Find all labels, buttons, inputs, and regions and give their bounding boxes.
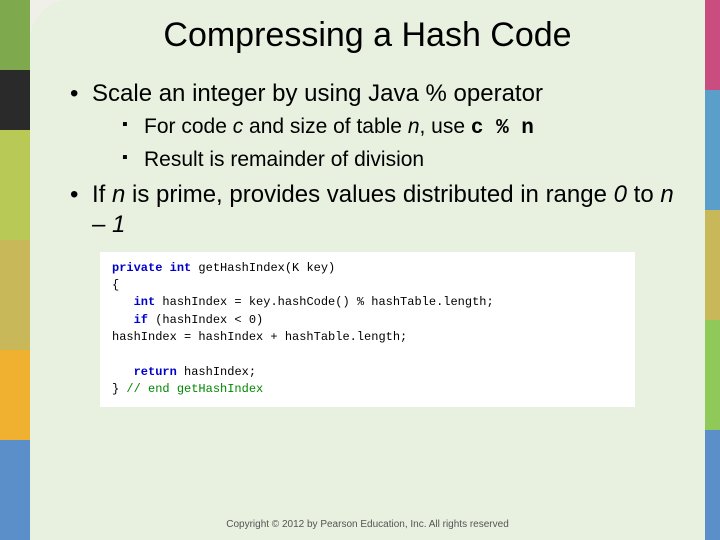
b2-n2: n [660,181,673,208]
l7-brace: } [112,382,126,396]
bullet-1-sublist: For code c and size of table n, use c % … [92,113,675,174]
code-line-7: } // end getHashIndex [112,381,623,398]
b2-n1: n [112,181,125,208]
kw-int2: int [134,295,156,309]
kw-if: if [134,313,148,327]
bg-strip-right [705,0,720,540]
sub1-pre: For code [144,115,233,138]
bullet-1-sub-1: For code c and size of table n, use c % … [122,113,675,142]
code-line-6: return hashIndex; [112,364,623,381]
l3-rest: hashIndex = key.hashCode() % hashTable.l… [155,295,493,309]
code-line-2: { [112,277,623,294]
bg-strip-left [0,0,30,540]
bullet-1-sub-2: Result is remainder of division [122,146,675,173]
b2-mid1: is prime, provides values distributed in… [125,181,613,208]
bullet-1-text: Scale an integer by using Java % operato… [92,80,543,107]
code-block: private int getHashIndex(K key) { int ha… [100,252,635,407]
sub1-mid: and size of table [243,115,408,138]
code-line-4: if (hashIndex < 0) [112,312,623,329]
sub1-n: n [408,115,420,138]
b2-post: – 1 [92,211,125,238]
l4-rest: (hashIndex < 0) [148,313,263,327]
l1-rest: getHashIndex(K key) [191,261,335,275]
code-line-5: hashIndex = hashIndex + hashTable.length… [112,329,623,346]
copyright-footer: Copyright © 2012 by Pearson Education, I… [30,519,705,530]
b2-pre: If [92,181,112,208]
kw-int: int [170,261,192,275]
sub1-c: c [233,115,244,138]
code-line-blank [112,347,623,364]
bullet-1: Scale an integer by using Java % operato… [70,79,675,174]
b2-zero: 0 [614,181,627,208]
kw-private: private [112,261,162,275]
slide-title: Compressing a Hash Code [30,0,705,65]
slide-panel: Compressing a Hash Code Scale an integer… [30,0,705,540]
kw-return: return [134,365,177,379]
l7-comment: // end getHashIndex [126,382,263,396]
bullet-2: If n is prime, provides values distribut… [70,180,675,240]
code-line-1: private int getHashIndex(K key) [112,260,623,277]
b2-mid2: to [627,181,660,208]
bullet-list: Scale an integer by using Java % operato… [30,65,705,240]
code-line-3: int hashIndex = key.hashCode() % hashTab… [112,294,623,311]
sub1-post: , use [420,115,471,138]
sub1-code: c % n [471,117,534,140]
l6-rest: hashIndex; [177,365,256,379]
